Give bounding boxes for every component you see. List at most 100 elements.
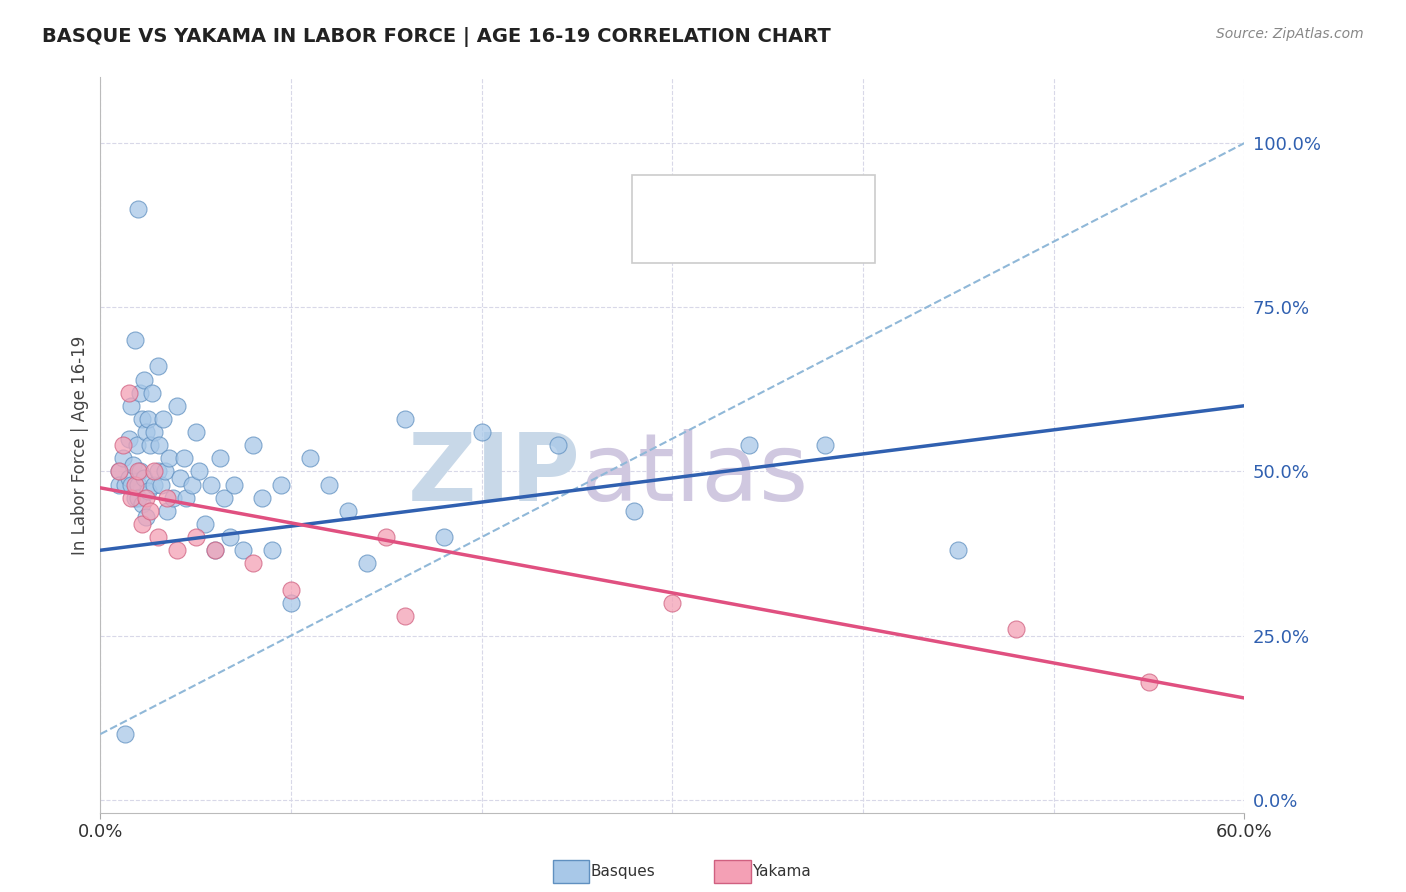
Point: [127, 465, 149, 479]
Point: [166, 399, 188, 413]
Point: [108, 465, 131, 479]
Point: [260, 543, 283, 558]
Point: [131, 516, 153, 531]
Point: [194, 516, 217, 531]
Point: [127, 202, 149, 216]
Point: [118, 471, 141, 485]
Point: [129, 385, 152, 400]
Point: [136, 484, 159, 499]
Point: [125, 438, 148, 452]
Point: [156, 504, 179, 518]
Y-axis label: In Labor Force | Age 16-19: In Labor Force | Age 16-19: [72, 335, 89, 555]
Point: [184, 530, 207, 544]
Point: [112, 438, 135, 452]
Point: [120, 477, 142, 491]
Point: [547, 438, 569, 452]
Point: [280, 596, 302, 610]
Point: [148, 438, 170, 452]
Text: N =: N =: [768, 226, 800, 244]
Point: [118, 432, 141, 446]
Point: [127, 477, 149, 491]
Point: [108, 477, 131, 491]
Point: [299, 451, 322, 466]
Point: [270, 477, 292, 491]
Point: [146, 465, 169, 479]
Bar: [650, 222, 669, 247]
Point: [136, 412, 159, 426]
Point: [375, 530, 398, 544]
Point: [318, 477, 340, 491]
Point: [394, 608, 416, 623]
Point: [222, 477, 245, 491]
Point: [114, 477, 136, 491]
Point: [120, 399, 142, 413]
Text: Basques: Basques: [591, 864, 655, 879]
Point: [127, 491, 149, 505]
Point: [135, 510, 157, 524]
Point: [162, 491, 184, 505]
Text: R =: R =: [676, 226, 707, 244]
Point: [166, 543, 188, 558]
Point: [112, 451, 135, 466]
Point: [1137, 674, 1160, 689]
Point: [242, 438, 264, 452]
Point: [118, 385, 141, 400]
Text: atlas: atlas: [581, 428, 808, 521]
Point: [814, 438, 837, 452]
Point: [124, 491, 146, 505]
Text: Source: ZipAtlas.com: Source: ZipAtlas.com: [1216, 27, 1364, 41]
Point: [219, 530, 242, 544]
Text: -0.223: -0.223: [706, 226, 766, 244]
Point: [173, 451, 195, 466]
Point: [146, 530, 169, 544]
Point: [209, 451, 232, 466]
Point: [356, 557, 378, 571]
Point: [188, 465, 211, 479]
Point: [124, 477, 146, 491]
Point: [180, 477, 202, 491]
Point: [108, 465, 131, 479]
Point: [184, 425, 207, 439]
Point: [661, 596, 683, 610]
Point: [394, 412, 416, 426]
Point: [141, 385, 163, 400]
Point: [150, 477, 173, 491]
Point: [134, 372, 156, 386]
Point: [146, 359, 169, 374]
Point: [169, 471, 191, 485]
Text: N =: N =: [768, 192, 800, 211]
Point: [214, 491, 236, 505]
Point: [152, 412, 174, 426]
Point: [948, 543, 970, 558]
Point: [737, 438, 759, 452]
Text: R =: R =: [676, 192, 707, 211]
Point: [142, 425, 165, 439]
Point: [157, 451, 180, 466]
Point: [120, 491, 142, 505]
Text: 71: 71: [796, 192, 820, 211]
Point: [623, 504, 645, 518]
Point: [1004, 622, 1026, 636]
Point: [124, 333, 146, 347]
Point: [156, 491, 179, 505]
Point: [134, 471, 156, 485]
Point: [131, 412, 153, 426]
Point: [471, 425, 494, 439]
Text: Yakama: Yakama: [752, 864, 811, 879]
Point: [242, 557, 264, 571]
Point: [135, 491, 157, 505]
Point: [142, 465, 165, 479]
Point: [129, 465, 152, 479]
Point: [204, 543, 226, 558]
Point: [139, 438, 162, 452]
Point: [252, 491, 274, 505]
Point: [280, 582, 302, 597]
Text: BASQUE VS YAKAMA IN LABOR FORCE | AGE 16-19 CORRELATION CHART: BASQUE VS YAKAMA IN LABOR FORCE | AGE 16…: [42, 27, 831, 46]
Text: 0.167: 0.167: [706, 192, 758, 211]
Text: ZIP: ZIP: [408, 428, 581, 521]
Point: [232, 543, 254, 558]
Point: [200, 477, 222, 491]
Point: [135, 425, 157, 439]
Bar: [650, 188, 669, 213]
Point: [432, 530, 454, 544]
